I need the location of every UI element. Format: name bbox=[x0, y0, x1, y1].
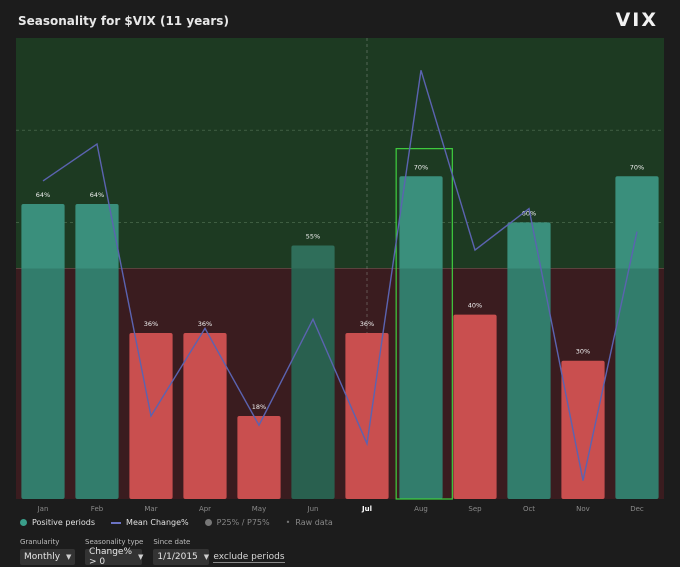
bar bbox=[21, 203, 65, 499]
bar-shade bbox=[75, 268, 119, 499]
seasonality-type-label: Seasonality type bbox=[85, 538, 144, 546]
legend-positive-label: Positive periods bbox=[32, 518, 96, 527]
legend-pct-label: P25% / P75% bbox=[216, 518, 270, 527]
legend-raw[interactable]: • Raw data bbox=[286, 518, 333, 527]
bar bbox=[453, 314, 497, 499]
legend-mean-label: Mean Change% bbox=[126, 518, 189, 527]
selection-box bbox=[395, 148, 453, 500]
data-label: 64% bbox=[36, 191, 50, 199]
x-tick-label: Mar bbox=[144, 505, 157, 513]
chart-title: Seasonality for $VIX (11 years) bbox=[18, 14, 229, 28]
bar bbox=[291, 245, 335, 499]
x-tick-label: Jun bbox=[307, 505, 319, 513]
chevron-down-icon: ▼ bbox=[66, 553, 72, 561]
bar-group: 36% bbox=[345, 320, 389, 499]
seasonality-type-select[interactable]: Change% > 0 ▼ bbox=[85, 547, 144, 567]
data-label: 70% bbox=[630, 163, 644, 171]
bar bbox=[615, 176, 659, 500]
since-date-value: 1/1/2015 bbox=[157, 552, 198, 562]
bar-shade bbox=[291, 268, 335, 499]
data-label: 60% bbox=[522, 209, 536, 217]
data-label: 30% bbox=[576, 348, 590, 356]
legend-raw-label: Raw data bbox=[295, 518, 333, 527]
raw-dot-icon: • bbox=[285, 518, 291, 527]
bar bbox=[183, 333, 227, 499]
percentile-dot-icon bbox=[204, 519, 212, 526]
bar bbox=[237, 416, 281, 499]
x-tick-label: Oct bbox=[523, 505, 535, 513]
mean-line-icon bbox=[111, 521, 122, 524]
bar-group: 18% bbox=[237, 403, 281, 499]
x-tick-label: May bbox=[252, 505, 266, 513]
bar-group: 36% bbox=[183, 320, 227, 499]
positive-dot-icon bbox=[20, 519, 27, 526]
data-label: 70% bbox=[414, 163, 428, 171]
x-tick-label: Aug bbox=[414, 505, 428, 513]
since-date-control: Since date 1/1/2015 ▼ bbox=[153, 538, 210, 565]
seasonality-type-value: Change% > 0 bbox=[89, 547, 133, 567]
x-tick-label: Dec bbox=[630, 505, 644, 513]
since-date-select[interactable]: 1/1/2015 ▼ bbox=[153, 549, 210, 565]
plot-bg-lower bbox=[16, 268, 664, 499]
chart-legend: Positive periods Mean Change% P25% / P75… bbox=[20, 518, 349, 527]
chevron-down-icon: ▼ bbox=[138, 553, 144, 561]
bar bbox=[507, 222, 551, 499]
bar-group: 36% bbox=[129, 320, 173, 499]
bar-group: 55% bbox=[291, 232, 335, 499]
legend-mean[interactable]: Mean Change% bbox=[111, 518, 189, 527]
mean-change-line bbox=[42, 70, 638, 481]
data-label: 55% bbox=[306, 232, 320, 240]
data-label: 64% bbox=[90, 191, 104, 199]
bar bbox=[345, 333, 389, 499]
legend-pct[interactable]: P25% / P75% bbox=[204, 518, 270, 527]
bar bbox=[399, 176, 443, 500]
granularity-control: Granularity Monthly ▼ bbox=[20, 538, 75, 565]
granularity-value: Monthly bbox=[24, 552, 61, 562]
controls-bar: Granularity Monthly ▼ Seasonality type C… bbox=[20, 538, 285, 567]
data-label: 40% bbox=[468, 302, 482, 310]
x-tick-label: Sep bbox=[468, 505, 482, 513]
bar-group: 60% bbox=[507, 209, 551, 499]
bar-group: 64% bbox=[21, 191, 65, 499]
granularity-select[interactable]: Monthly ▼ bbox=[20, 549, 75, 565]
data-label: 36% bbox=[360, 320, 374, 328]
exclude-periods-link[interactable]: exclude periods bbox=[213, 552, 285, 563]
x-tick-label: Jul bbox=[361, 505, 372, 513]
seasonality-type-control: Seasonality type Change% > 0 ▼ bbox=[85, 538, 144, 567]
granularity-label: Granularity bbox=[20, 538, 60, 546]
chevron-down-icon: ▼ bbox=[203, 553, 210, 561]
bar-group: 40% bbox=[453, 302, 497, 499]
data-label: 36% bbox=[198, 320, 212, 328]
legend-positive[interactable]: Positive periods bbox=[20, 518, 95, 527]
plot-bg-upper bbox=[16, 38, 664, 269]
x-tick-label: Jan bbox=[37, 505, 49, 513]
x-tick-label: Nov bbox=[576, 505, 590, 513]
bar bbox=[75, 203, 119, 499]
bar-group: 70% bbox=[615, 163, 659, 500]
bar-group: 64% bbox=[75, 191, 119, 499]
vix-logo: VIX bbox=[615, 9, 658, 31]
data-label: 18% bbox=[252, 403, 266, 411]
bar-shade bbox=[399, 268, 443, 499]
x-tick-label: Feb bbox=[91, 505, 104, 513]
bar-group: 70% bbox=[399, 163, 443, 500]
bar bbox=[561, 360, 605, 499]
data-label: 36% bbox=[144, 320, 158, 328]
x-tick-label: Apr bbox=[199, 505, 211, 513]
bar-shade bbox=[615, 268, 659, 499]
bar-shade bbox=[507, 268, 551, 499]
bar-group: 30% bbox=[561, 348, 605, 499]
bar-shade bbox=[21, 268, 65, 499]
since-date-label: Since date bbox=[153, 538, 191, 546]
